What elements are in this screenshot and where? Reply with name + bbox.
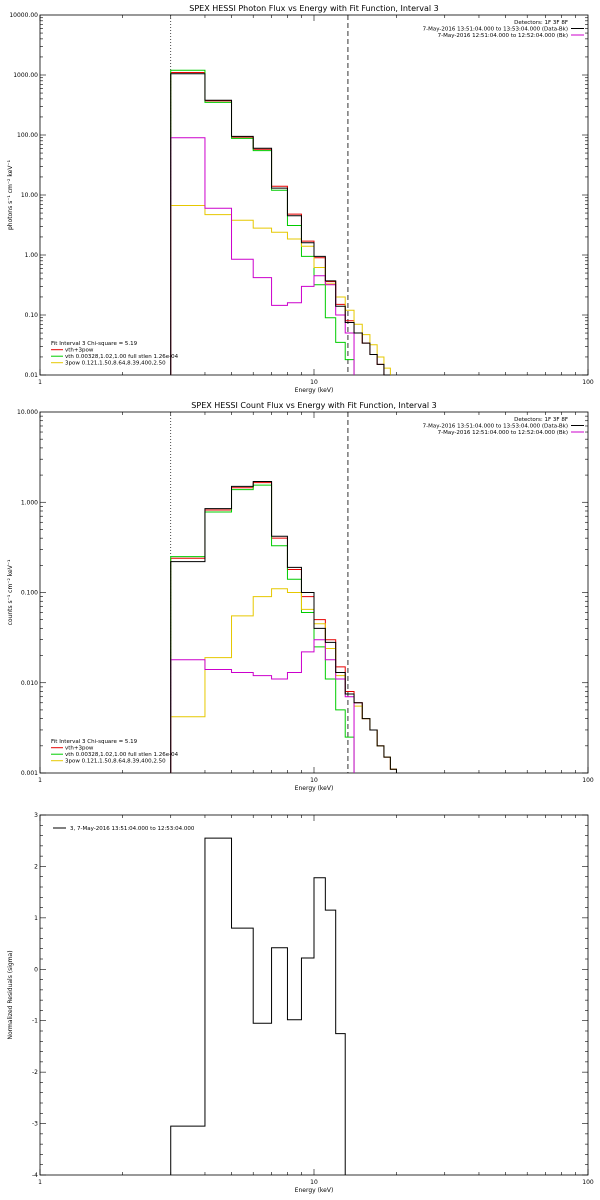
residual-legend: 3, 7-May-2016 13:51:04.000 to 12:53:04.0… <box>53 826 195 832</box>
legend-entry: 3, 7-May-2016 13:51:04.000 to 12:53:04.0… <box>70 826 195 832</box>
y-tick-label: -3 <box>32 1121 38 1128</box>
x-tick-label: 1 <box>38 777 42 784</box>
series-line-4 <box>170 137 355 375</box>
y-tick-label: 0.001 <box>21 770 38 777</box>
series-group <box>170 480 397 773</box>
x-tick-label: 1 <box>38 379 42 386</box>
y-tick-label: 1 <box>34 915 38 922</box>
chart-panel-2: SPEX HESSI Count Flux vs Energy with Fit… <box>7 401 594 792</box>
chart-panel-1: SPEX HESSI Photon Flux vs Energy with Fi… <box>7 4 594 394</box>
series-line-5 <box>170 73 391 376</box>
info-block: Detectors: 1F 3F 8F7-May-2016 13:51:04.0… <box>423 20 584 39</box>
series-group <box>170 837 346 1175</box>
y-axis-label: photons s⁻¹ cm⁻² keV⁻¹ <box>7 159 14 230</box>
y-axis-label: Normalized Residuals (sigma) <box>7 950 14 1039</box>
y-tick-label: 1.00 <box>25 252 39 259</box>
y-axis: 0.001 0.010 0.100 1.000 10.000 <box>17 409 588 777</box>
x-axis: 1 10 100 <box>38 15 594 386</box>
y-tick-label: -2 <box>32 1069 38 1076</box>
series-line-3 <box>170 204 391 375</box>
y-tick-label: 0.010 <box>21 680 38 687</box>
x-tick-label: 10 <box>310 777 318 784</box>
x-axis: 1 10 100 <box>38 412 594 784</box>
x-tick-label: 10 <box>310 1179 318 1186</box>
legend-entry: vth+3pow <box>65 746 94 752</box>
x-tick-label: 100 <box>582 379 594 386</box>
legend-entry: vth 0.00328,1.02,1.00 full stlen 1.26e-0… <box>65 354 179 360</box>
chart-panel-3: 1 10 100 Energy (keV) -4 -3 -2 -1 0 1 2 3 Normalized… <box>7 812 594 1194</box>
series-line-3 <box>170 588 397 773</box>
y-tick-label: 100.00 <box>17 132 38 139</box>
y-tick-label: 10.000 <box>17 409 38 416</box>
legend-entry: 3pow 0.121,1.50,8.64,8.39,400,2.50 <box>65 361 166 367</box>
y-tick-label: 0 <box>34 966 38 973</box>
info-line: Detectors: 1F 3F 8F <box>514 20 568 26</box>
y-tick-label: 10.00 <box>21 192 38 199</box>
info-line: 7-May-2016 12:51:04.000 to 12:52:04.000 … <box>438 430 568 436</box>
chart-title: SPEX HESSI Count Flux vs Energy with Fit… <box>191 401 436 410</box>
y-axis-label: counts s⁻¹ cm⁻² keV⁻¹ <box>7 559 14 625</box>
fit-legend: Fit Interval 3 Chi-square = 5.19vth+3pow… <box>51 341 179 367</box>
series-line-2 <box>170 484 355 773</box>
info-line: 7-May-2016 12:51:04.000 to 12:52:04.000 … <box>438 33 568 39</box>
series-line-1 <box>170 72 391 376</box>
legend-entry: vth+3pow <box>65 348 94 354</box>
series-line-1 <box>170 837 346 1175</box>
chart-title: SPEX HESSI Photon Flux vs Energy with Fi… <box>189 4 439 13</box>
plot-frame <box>39 814 589 1176</box>
y-axis: 0.01 0.10 1.00 10.00 100.00 1000.00 10000.00 <box>9 12 588 379</box>
fit-interval-label: Fit Interval 3 Chi-square = 5.19 <box>51 739 138 745</box>
y-tick-label: -4 <box>32 1172 38 1179</box>
x-tick-label: 1 <box>38 1179 42 1186</box>
x-axis-label: Energy (keV) <box>295 1187 334 1194</box>
legend-entry: vth 0.00328,1.02,1.00 full stlen 1.26e-0… <box>65 752 179 758</box>
info-block: Detectors: 1F 3F 8F7-May-2016 13:51:04.0… <box>423 417 584 436</box>
y-tick-label: 3 <box>34 812 38 819</box>
x-axis-label: Energy (keV) <box>295 785 334 792</box>
y-tick-label: 1.000 <box>21 499 38 506</box>
series-line-2 <box>170 69 355 375</box>
y-axis: -4 -3 -2 -1 0 1 2 3 <box>32 812 588 1179</box>
y-tick-label: 0.10 <box>25 312 39 319</box>
series-line-5 <box>170 480 397 773</box>
x-axis: 1 10 100 <box>38 815 594 1186</box>
series-group <box>170 69 391 376</box>
y-tick-label: 1000.00 <box>13 72 38 79</box>
y-tick-label: -1 <box>32 1018 38 1025</box>
info-line: 7-May-2016 13:51:04.000 to 13:53:04.000 … <box>423 27 568 33</box>
y-tick-label: 0.100 <box>21 590 38 597</box>
x-tick-label: 100 <box>582 777 594 784</box>
x-tick-label: 10 <box>310 379 318 386</box>
x-axis-label: Energy (keV) <box>295 387 334 394</box>
y-tick-label: 0.01 <box>25 372 39 379</box>
y-tick-label: 2 <box>34 863 38 870</box>
legend-entry: 3pow 0.121,1.50,8.64,8.39,400,2.50 <box>65 759 166 765</box>
plot-frame <box>39 14 589 376</box>
y-tick-label: 10000.00 <box>9 12 38 19</box>
info-line: 7-May-2016 13:51:04.000 to 13:53:04.000 … <box>423 424 568 430</box>
fit-interval-label: Fit Interval 3 Chi-square = 5.19 <box>51 341 138 347</box>
x-tick-label: 100 <box>582 1179 594 1186</box>
info-line: Detectors: 1F 3F 8F <box>514 417 568 423</box>
series-line-4 <box>170 639 355 773</box>
fit-legend: Fit Interval 3 Chi-square = 5.19vth+3pow… <box>51 739 179 765</box>
